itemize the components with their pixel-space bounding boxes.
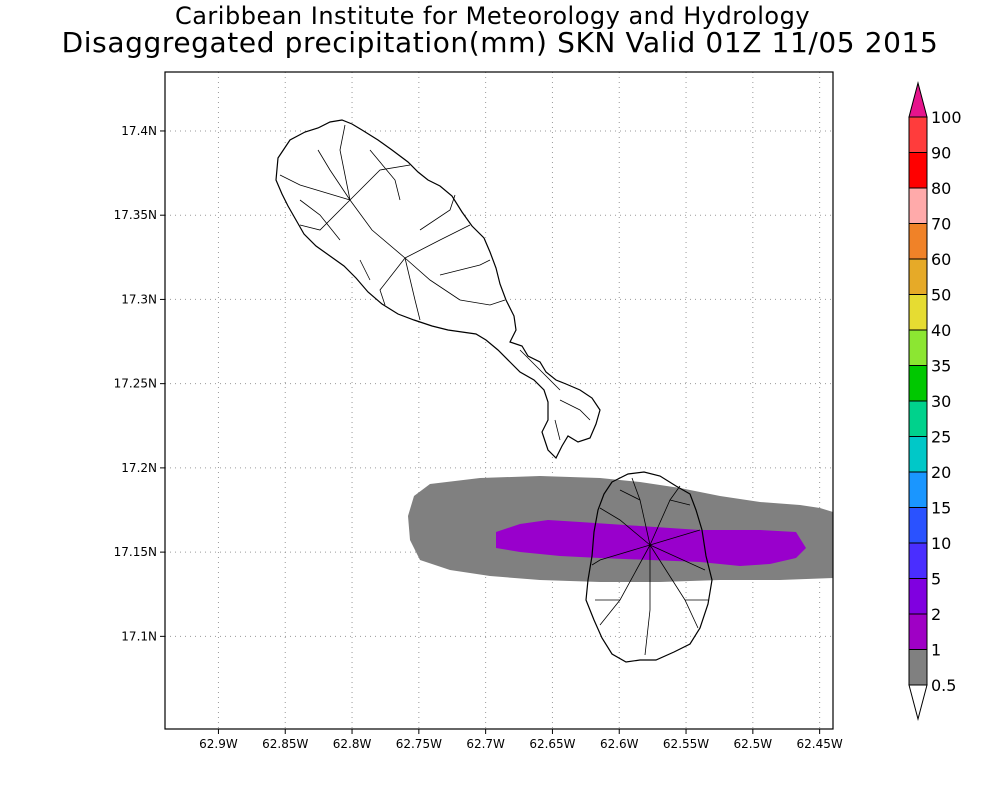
colorbar-swatch	[908, 507, 928, 544]
colorbar-label: 70	[931, 215, 951, 234]
colorbar-swatch	[908, 471, 928, 508]
x-tick-label: 62.65W	[529, 737, 575, 751]
colorbar-label: 2	[931, 605, 941, 624]
x-tick-label: 62.75W	[396, 737, 442, 751]
colorbar-swatch	[908, 542, 928, 579]
x-tick-label: 62.5W	[734, 737, 773, 751]
colorbar-under-arrow	[908, 684, 928, 721]
y-tick-label: 17.3N	[121, 292, 157, 306]
colorbar-label: 60	[931, 250, 951, 269]
y-tick-label: 17.35N	[114, 208, 157, 222]
colorbar-swatch	[908, 187, 928, 224]
island-nevis	[585, 471, 713, 663]
colorbar-swatch	[908, 649, 928, 686]
colorbar-label: 30	[931, 392, 951, 411]
colorbar-label: 100	[931, 108, 962, 127]
colorbar-swatch	[908, 400, 928, 437]
colorbar-label: 80	[931, 179, 951, 198]
x-tick-label: 62.55W	[663, 737, 709, 751]
y-tick-label: 17.2N	[121, 461, 157, 475]
x-tick-label: 62.9W	[199, 737, 238, 751]
x-tick-label: 62.6W	[600, 737, 639, 751]
colorbar-label: 1	[931, 641, 941, 660]
colorbar-swatch	[908, 152, 928, 189]
colorbar-swatch	[908, 436, 928, 473]
colorbar-swatch	[908, 223, 928, 260]
x-tick-label: 62.7W	[466, 737, 505, 751]
colorbar-label: 5	[931, 570, 941, 589]
colorbar-label: 25	[931, 428, 951, 447]
colorbar-swatch	[908, 116, 928, 153]
colorbar-label: 50	[931, 286, 951, 305]
colorbar-label: 0.5	[931, 676, 956, 695]
x-tick-label: 62.85W	[262, 737, 308, 751]
colorbar-label: 40	[931, 321, 951, 340]
colorbar-label: 15	[931, 499, 951, 518]
colorbar-swatch	[908, 613, 928, 650]
colorbar-label: 90	[931, 144, 951, 163]
colorbar-swatch	[908, 578, 928, 615]
x-tick-label: 62.45W	[797, 737, 843, 751]
colorbar-label: 10	[931, 534, 951, 553]
x-tick-label: 62.8W	[333, 737, 372, 751]
colorbar-swatch	[908, 365, 928, 402]
colorbar-swatch	[908, 329, 928, 366]
colorbar-label: 20	[931, 463, 951, 482]
y-tick-label: 17.1N	[121, 629, 157, 643]
chart-subtitle: Disaggregated precipitation(mm) SKN Vali…	[61, 26, 939, 59]
chart-title: Caribbean Institute for Meteorology and …	[174, 2, 811, 30]
island-st-kitts	[275, 119, 601, 460]
map-frame	[164, 71, 834, 730]
colorbar-swatch	[908, 258, 928, 295]
colorbar-label: 35	[931, 357, 951, 376]
colorbar-over-arrow	[908, 81, 928, 118]
map-background	[165, 72, 833, 729]
colorbar-swatch	[908, 294, 928, 331]
y-tick-label: 17.15N	[114, 545, 157, 559]
y-tick-label: 17.25N	[114, 377, 157, 391]
y-tick-label: 17.4N	[121, 124, 157, 138]
axes: 62.9W 62.85W 62.8W 62.75W 62.7W 62.65W 62.6W 62…	[114, 124, 843, 751]
